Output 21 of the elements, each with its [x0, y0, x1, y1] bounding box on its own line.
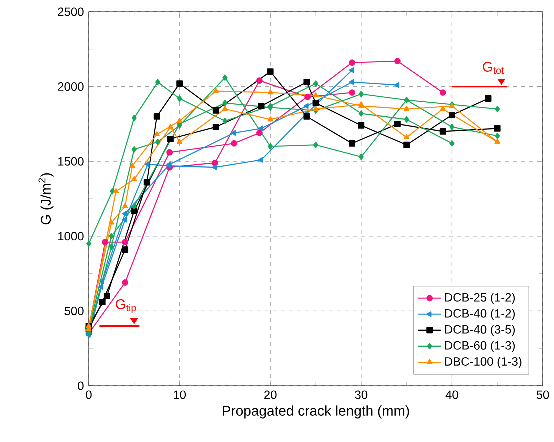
legend-label: DBC-100 (1-3)	[445, 357, 522, 368]
y-tick-label: 1000	[58, 232, 84, 241]
y-axis-title: G (J/m$^{2}$)	[38, 173, 54, 225]
y-tick-label: 2500	[58, 8, 84, 16]
y-tick-label: 500	[64, 306, 84, 316]
x-tick-label: 20	[264, 390, 277, 400]
x-tick-label: 10	[174, 390, 186, 400]
y-tick-label: 2000	[58, 82, 84, 92]
legend-label: DCB-60 (1-3)	[445, 341, 516, 352]
ref-line-label: G$_{tip}$	[116, 299, 136, 314]
y-tick-label: 0	[78, 382, 84, 390]
x-axis-title: Propagated crack length (mm)	[223, 406, 410, 419]
x-tick-label: 50	[536, 390, 550, 400]
y-tick-label: 1500	[58, 157, 84, 166]
ref-line-label: G$_{tot}$	[483, 62, 504, 74]
legend-label: DCB-40 (3-5)	[445, 325, 516, 336]
legend-label: DCB-40 (1-2)	[445, 309, 516, 320]
x-tick-label: 40	[446, 390, 458, 400]
legend-label: DCB-25 (1-2)	[445, 293, 516, 304]
x-tick-label: 30	[355, 390, 368, 400]
x-tick-label: 0	[86, 390, 92, 400]
